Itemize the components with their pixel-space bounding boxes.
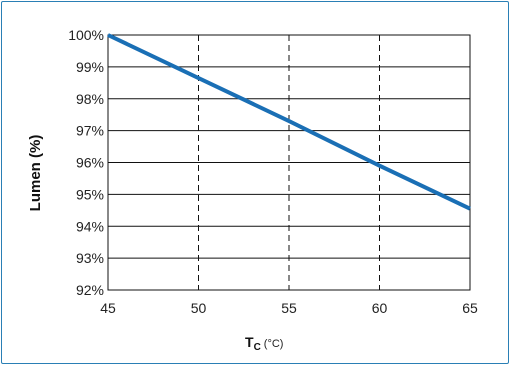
y-tick-label-100: 100%: [68, 27, 104, 43]
y-axis-tick-labels: 92% 93% 94% 95% 96% 97% 98% 99% 100%: [68, 27, 104, 298]
plot-area-border: [107, 34, 471, 291]
x-axis-label: TC (°C): [245, 334, 283, 353]
x-axis-tick-labels: 45 50 55 60 65: [100, 300, 478, 316]
y-tick-label-99: 99%: [76, 59, 104, 75]
x-tick-label-65: 65: [462, 300, 478, 316]
x-tick-label-45: 45: [100, 300, 116, 316]
y-tick-label-98: 98%: [76, 91, 104, 107]
x-tick-label-60: 60: [372, 300, 388, 316]
y-tick-label-93: 93%: [76, 250, 104, 266]
y-axis-label: Lumen (%): [27, 135, 44, 212]
y-tick-label-96: 96%: [76, 155, 104, 171]
x-axis-label-unit: (°C): [264, 338, 284, 350]
x-tick-label-55: 55: [281, 300, 297, 316]
y-tick-label-92: 92%: [76, 282, 104, 298]
y-tick-label-95: 95%: [76, 186, 104, 202]
x-axis-label-main: T: [245, 334, 254, 350]
series-line-0: [107, 33, 471, 211]
x-tick-label-50: 50: [191, 300, 207, 316]
x-axis-label-subscript: C: [254, 342, 261, 353]
y-tick-label-94: 94%: [76, 218, 104, 234]
series-layer: [107, 33, 471, 211]
y-tick-label-97: 97%: [76, 123, 104, 139]
